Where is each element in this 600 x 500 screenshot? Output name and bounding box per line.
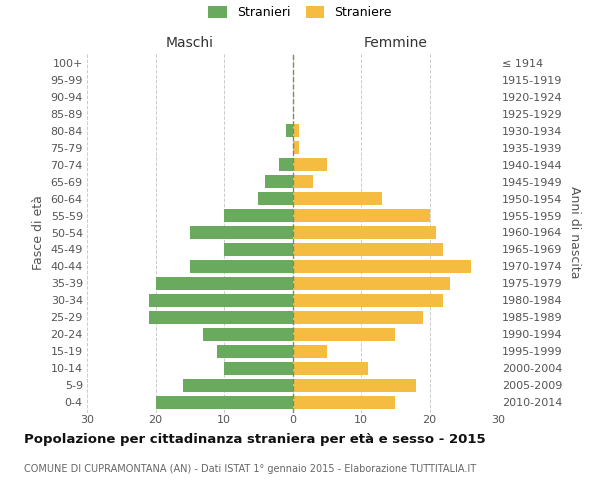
Bar [149, 311, 293, 324]
Y-axis label: Fasce di età: Fasce di età [32, 195, 45, 270]
Bar [293, 311, 422, 324]
Bar [190, 226, 293, 239]
Bar [183, 378, 293, 392]
Bar [293, 294, 443, 307]
Bar [149, 294, 293, 307]
Y-axis label: Anni di nascita: Anni di nascita [568, 186, 581, 279]
Bar [155, 396, 293, 409]
Bar [279, 158, 293, 171]
Bar [293, 226, 436, 239]
Bar [293, 328, 395, 341]
Bar [293, 362, 368, 375]
Bar [217, 344, 293, 358]
Bar [293, 124, 299, 137]
Bar [293, 260, 470, 273]
Bar [293, 277, 450, 290]
Bar [286, 124, 293, 137]
Bar [293, 209, 430, 222]
Bar [224, 362, 293, 375]
Bar [224, 209, 293, 222]
Bar [224, 243, 293, 256]
Text: Maschi: Maschi [166, 36, 214, 50]
Text: Femmine: Femmine [364, 36, 427, 50]
Text: Popolazione per cittadinanza straniera per età e sesso - 2015: Popolazione per cittadinanza straniera p… [24, 432, 485, 446]
Bar [190, 260, 293, 273]
Bar [203, 328, 293, 341]
Bar [155, 277, 293, 290]
Bar [293, 141, 299, 154]
Bar [293, 396, 395, 409]
Bar [265, 175, 293, 188]
Bar [293, 378, 416, 392]
Legend: Stranieri, Straniere: Stranieri, Straniere [208, 6, 392, 19]
Bar [293, 243, 443, 256]
Bar [293, 192, 382, 205]
Bar [293, 158, 327, 171]
Bar [258, 192, 293, 205]
Text: COMUNE DI CUPRAMONTANA (AN) - Dati ISTAT 1° gennaio 2015 - Elaborazione TUTTITAL: COMUNE DI CUPRAMONTANA (AN) - Dati ISTAT… [24, 464, 476, 474]
Bar [293, 175, 313, 188]
Bar [293, 344, 327, 358]
